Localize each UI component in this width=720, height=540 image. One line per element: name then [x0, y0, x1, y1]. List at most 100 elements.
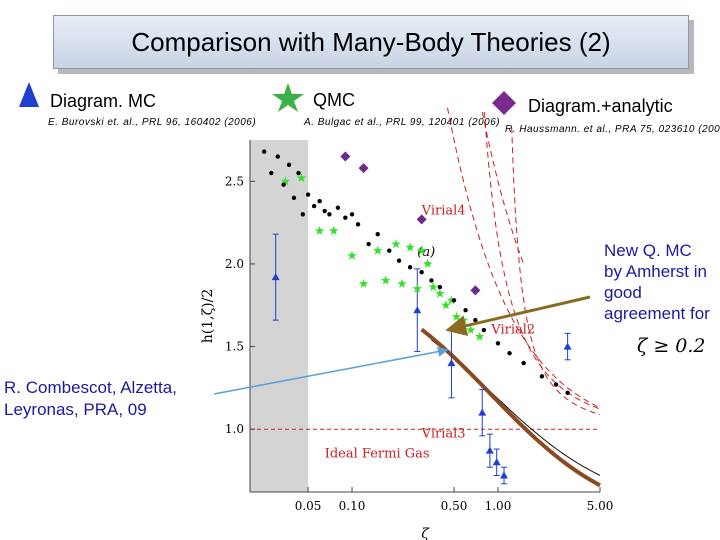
- new-qmc-point: [407, 265, 413, 270]
- new-qmc-point: [317, 198, 322, 204]
- qmc-point: [358, 278, 369, 288]
- new-qmc-point: [269, 170, 274, 176]
- new-qmc-point: [463, 308, 468, 313]
- new-qmc-point: [366, 241, 371, 247]
- y-tick-label: 1.5: [225, 340, 244, 354]
- curve-label: Virial4: [421, 203, 466, 218]
- qmc-point: [465, 325, 476, 335]
- curve-label: Ideal Fermi Gas: [325, 446, 430, 461]
- diag-analytic-point: [358, 163, 369, 174]
- legend-label-diag: Diagram.+analytic: [528, 96, 673, 116]
- legend-citation-qmc: A. Bulgac et al., PRL 99, 120401 (2006): [304, 117, 501, 128]
- x-tick-label: 0.10: [339, 499, 366, 513]
- annotation-right: New Q. MC by Amherst in good agreement f…: [604, 241, 710, 323]
- x-tick-label: 1.00: [485, 499, 512, 513]
- x-axis-label: ζ: [421, 526, 430, 540]
- qmc-point: [446, 295, 457, 305]
- virial2-curve: [447, 107, 601, 409]
- new-qmc-point: [521, 360, 526, 366]
- annotation-condition: ζ ≥ 0.2: [637, 335, 706, 357]
- diamond-icon: [492, 91, 516, 115]
- new-qmc-point: [473, 317, 478, 323]
- new-qmc-point: [286, 162, 292, 167]
- slide-title: Comparison with Many-Body Theories (2): [131, 27, 611, 57]
- qmc-point: [435, 288, 445, 298]
- new-qmc-point: [291, 195, 297, 201]
- y-tick-label: 2.0: [225, 257, 244, 271]
- qmc-point: [451, 311, 462, 321]
- new-qmc-point: [343, 215, 348, 220]
- qmc-point: [380, 275, 391, 285]
- legend-citation-dmc: E. Burovski et. al., PRL 96, 160402 (200…: [48, 117, 257, 128]
- qmc-point: [347, 250, 357, 260]
- new-qmc-point: [387, 248, 392, 253]
- new-qmc-point: [507, 350, 512, 356]
- virial-curve-outer: [511, 127, 601, 416]
- qmc-point: [280, 176, 291, 186]
- qmc-point: [441, 300, 451, 310]
- curve-label: Virial3: [421, 426, 466, 441]
- new-qmc-point: [296, 170, 301, 176]
- qmc-point: [416, 245, 427, 255]
- new-qmc-point: [495, 341, 501, 346]
- y-tick-label: 1.0: [225, 422, 244, 436]
- legend-label-qmc: QMC: [313, 90, 355, 110]
- qmc-point: [329, 225, 339, 235]
- virial3-curve: [483, 111, 601, 410]
- new-qmc-point: [419, 270, 424, 275]
- title-box: Comparison with Many-Body Theories (2): [53, 15, 689, 69]
- new-qmc-point: [322, 208, 327, 214]
- new-qmc-point: [396, 258, 402, 263]
- new-qmc-point: [429, 278, 434, 283]
- x-tick-label: 5.00: [587, 499, 614, 513]
- diag-analytic-point: [416, 214, 427, 225]
- legend-citation-diag: R. Haussmann. et al., PRA 75, 023610 (20…: [505, 124, 720, 135]
- new-qmc-point: [261, 149, 267, 154]
- new-qmc-point: [275, 154, 280, 159]
- qmc-point: [405, 242, 415, 252]
- legend-label-dmc: Diagram. MC: [50, 91, 157, 111]
- arrow-right: [445, 295, 591, 337]
- curve-label: Virial2: [490, 322, 535, 337]
- new-qmc-point: [311, 203, 317, 209]
- y-tick-label: 2.5: [225, 174, 244, 188]
- qmc-point: [373, 245, 383, 255]
- dmc-point: [478, 408, 487, 416]
- dmc-point: [492, 458, 501, 466]
- dmc-point: [271, 273, 280, 281]
- new-qmc-point: [565, 390, 570, 396]
- new-qmc-point: [553, 382, 559, 387]
- new-qmc-point: [281, 182, 286, 187]
- qmc-point: [428, 282, 438, 292]
- new-qmc-point: [300, 212, 305, 217]
- qmc-point: [458, 315, 469, 325]
- qmc-point: [391, 239, 401, 249]
- legend-icons: [19, 82, 516, 115]
- new-qmc-point: [349, 212, 355, 217]
- dmc-point: [413, 306, 422, 314]
- x-tick-label: 0.50: [441, 499, 468, 513]
- new-qmc-point: [481, 327, 487, 333]
- star-icon: [272, 83, 304, 112]
- qmc-point: [422, 258, 433, 268]
- shaded-region: [250, 140, 309, 492]
- dmc-point: [500, 471, 509, 479]
- annotation-left: R. Combescot, Alzetta, Leyronas, PRA, 09: [4, 378, 177, 419]
- new-qmc-point: [335, 205, 341, 210]
- arrow-left: [213, 346, 449, 395]
- qmc-point: [314, 225, 325, 235]
- dmc-point: [485, 446, 494, 454]
- virial4-curve: [481, 111, 525, 265]
- new-qmc-point: [355, 222, 361, 227]
- y-axis-label: h(1,ζ)/2: [200, 289, 216, 344]
- diag-analytic-point: [470, 285, 481, 296]
- triangle-icon: [19, 82, 39, 107]
- qmc-point: [296, 173, 307, 183]
- x-tick-label: 0.05: [295, 499, 322, 513]
- new-qmc-point: [451, 298, 457, 303]
- qmc-point: [412, 283, 422, 293]
- new-qmc-point: [437, 284, 443, 290]
- new-qmc-point: [539, 374, 545, 379]
- diag-analytic-point: [340, 151, 351, 162]
